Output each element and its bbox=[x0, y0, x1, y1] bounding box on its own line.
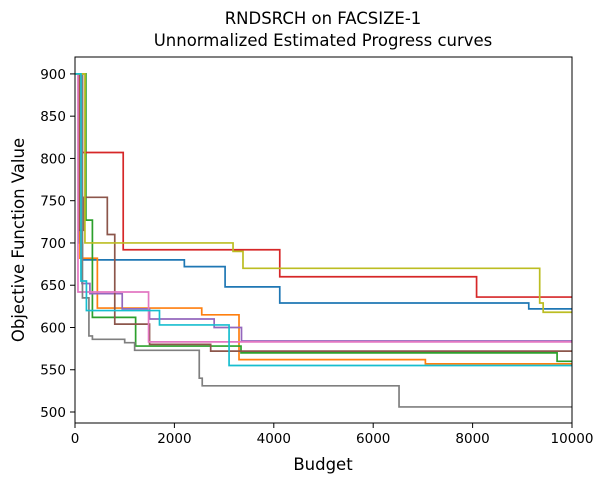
x-tick-label: 4000 bbox=[257, 431, 291, 447]
y-tick-label: 700 bbox=[40, 236, 66, 252]
series-layer bbox=[75, 73, 572, 408]
y-axis-label: Objective Function Value bbox=[9, 138, 28, 342]
progress-curve-2 bbox=[75, 73, 572, 365]
chart-title: RNDSRCH on FACSIZE-1 bbox=[225, 9, 422, 28]
x-tick-label: 10000 bbox=[551, 431, 594, 447]
y-tick-label: 750 bbox=[40, 194, 66, 210]
x-tick-label: 0 bbox=[71, 431, 80, 447]
y-tick-label: 600 bbox=[40, 320, 66, 336]
progress-curve-10 bbox=[75, 73, 572, 367]
progress-curve-9 bbox=[75, 73, 572, 314]
progress-curve-7 bbox=[75, 73, 572, 343]
progress-curve-8 bbox=[75, 73, 572, 408]
y-tick-label: 500 bbox=[40, 405, 66, 421]
y-tick-label: 850 bbox=[40, 109, 66, 125]
plot-frame bbox=[74, 56, 573, 424]
x-tick-label: 6000 bbox=[356, 431, 390, 447]
y-tick-label: 550 bbox=[40, 363, 66, 379]
progress-curve-3 bbox=[75, 73, 572, 363]
x-tick-label: 8000 bbox=[455, 431, 489, 447]
chart-subtitle: Unnormalized Estimated Progress curves bbox=[154, 31, 493, 50]
progress-curve-1 bbox=[75, 73, 572, 310]
progress-curve-6 bbox=[75, 73, 572, 352]
progress-curve-4 bbox=[75, 73, 572, 298]
x-axis-label: Budget bbox=[293, 455, 353, 474]
progress-curve-5 bbox=[75, 73, 572, 342]
y-tick-label: 800 bbox=[40, 151, 66, 167]
y-axis-ticks: 500 550 600 650 700 750 800 850 900 bbox=[40, 67, 75, 421]
x-axis-ticks: 0 2000 4000 6000 8000 10000 bbox=[71, 423, 594, 447]
x-tick-label: 2000 bbox=[157, 431, 191, 447]
y-tick-label: 900 bbox=[40, 67, 66, 83]
y-tick-label: 650 bbox=[40, 278, 66, 294]
